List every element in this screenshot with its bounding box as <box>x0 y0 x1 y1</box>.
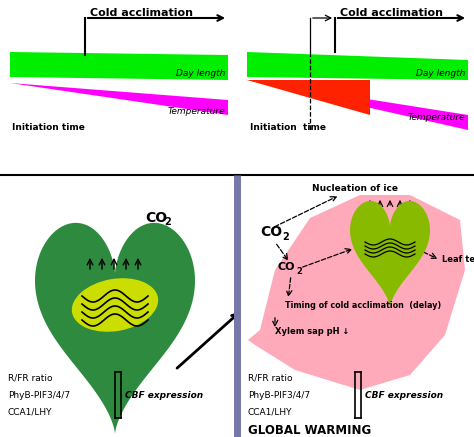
Polygon shape <box>248 195 465 390</box>
Text: Initiation time: Initiation time <box>12 124 85 132</box>
Text: CCA1/LHY: CCA1/LHY <box>8 407 53 416</box>
Polygon shape <box>247 80 370 115</box>
Text: PhyB-PIF3/4/7: PhyB-PIF3/4/7 <box>8 391 70 399</box>
Text: Nucleation of ice: Nucleation of ice <box>312 184 398 193</box>
Polygon shape <box>247 80 468 130</box>
Text: 2: 2 <box>164 217 171 227</box>
Text: Temperature: Temperature <box>167 108 225 117</box>
Text: Day length: Day length <box>176 69 225 77</box>
Text: R/FR ratio: R/FR ratio <box>8 374 53 382</box>
Text: PhyB-PIF3/4/7: PhyB-PIF3/4/7 <box>248 391 310 399</box>
Text: Day length: Day length <box>416 69 465 77</box>
Polygon shape <box>247 52 468 80</box>
Text: Temperature: Temperature <box>407 114 465 122</box>
Text: Initiation  time: Initiation time <box>250 124 326 132</box>
Ellipse shape <box>71 277 160 333</box>
Text: CCA1/LHY: CCA1/LHY <box>248 407 292 416</box>
Polygon shape <box>10 83 228 115</box>
Text: CBF expression: CBF expression <box>125 391 203 399</box>
Text: GLOBAL WARMING: GLOBAL WARMING <box>248 423 372 437</box>
Text: 2: 2 <box>282 232 289 242</box>
Text: 2: 2 <box>296 267 302 275</box>
Polygon shape <box>35 223 195 434</box>
Polygon shape <box>10 52 228 80</box>
Text: CBF expression: CBF expression <box>365 391 443 399</box>
Text: Xylem sap pH ↓: Xylem sap pH ↓ <box>275 327 349 336</box>
Text: Timing of cold acclimation  (delay): Timing of cold acclimation (delay) <box>285 302 441 311</box>
Text: Cold acclimation: Cold acclimation <box>340 8 443 18</box>
Text: CO: CO <box>145 211 167 225</box>
Text: CO: CO <box>278 262 295 272</box>
Text: Cold acclimation: Cold acclimation <box>90 8 193 18</box>
Text: R/FR ratio: R/FR ratio <box>248 374 292 382</box>
Text: Leaf temperatures ↑: Leaf temperatures ↑ <box>442 256 474 264</box>
Text: CO: CO <box>260 225 282 239</box>
Polygon shape <box>350 201 430 308</box>
